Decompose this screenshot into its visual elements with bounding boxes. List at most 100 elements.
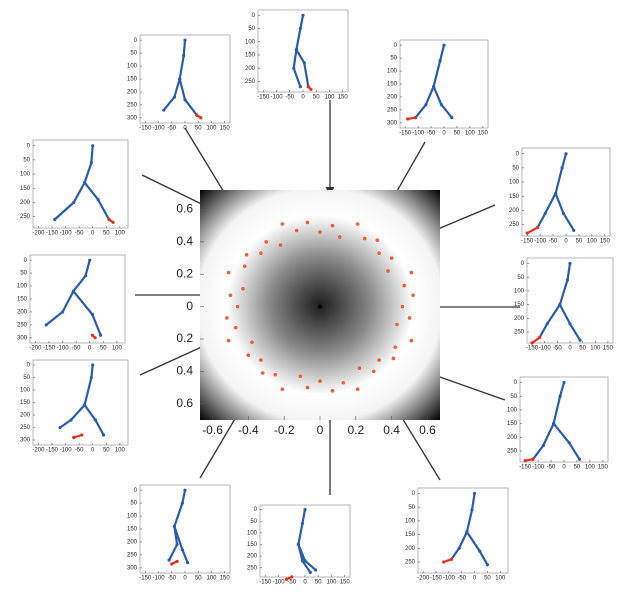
scatter-point [318, 230, 322, 234]
scatter-point [410, 339, 414, 343]
y-tick-label: 50 [23, 375, 30, 381]
x-tick-label: -100 [532, 465, 545, 471]
y-tick-label: 0.2 [176, 331, 193, 345]
x-tick-label: 150 [600, 239, 611, 245]
figure: -0.6-0.4-0.200.20.40.60.60.40.200.20.40.… [0, 0, 621, 602]
y-tick-label: 200 [509, 208, 520, 214]
pose-joint [568, 441, 571, 444]
x-tick-label: -50 [75, 231, 84, 237]
scatter-point [395, 323, 399, 327]
y-tick-label: 0 [514, 380, 518, 386]
x-tick-label: -50 [457, 576, 466, 582]
y-tick-label: 50 [20, 271, 27, 277]
x-tick-label: 0 [301, 95, 305, 101]
x-tick-label: -100 [539, 346, 552, 352]
pose-joint [309, 88, 312, 91]
scatter-point [377, 358, 381, 362]
pose-joint [102, 433, 105, 436]
scatter-point [306, 386, 310, 390]
pose-joint [168, 558, 171, 561]
x-tick-label: -100 [271, 95, 284, 101]
pose-joint [307, 85, 310, 88]
y-tick-label: 100 [514, 288, 525, 294]
pose-joint [442, 44, 445, 47]
pose-joint [578, 458, 581, 461]
x-tick-label: -100 [153, 576, 166, 582]
pose-joint [99, 334, 102, 337]
x-tick-label: -200 [32, 231, 45, 237]
y-tick-label: 300 [127, 565, 138, 571]
pose-joint [538, 336, 541, 339]
y-tick-label: 0.6 [176, 202, 193, 216]
panel-background [418, 488, 508, 573]
x-tick-label: 0 [568, 346, 572, 352]
y-tick-label: 0.6 [176, 396, 193, 410]
y-tick-label: 300 [17, 335, 28, 341]
y-tick-label: 100 [127, 64, 138, 70]
x-tick-label: 50 [313, 95, 320, 101]
scatter-point [386, 269, 390, 273]
y-tick-label: 250 [387, 107, 398, 113]
y-tick-label: 200 [405, 546, 416, 552]
pose-joint [579, 339, 582, 342]
pose-joint [72, 436, 75, 439]
x-tick-label: 50 [195, 576, 202, 582]
pose-joint [299, 85, 302, 88]
x-tick-label: 100 [206, 126, 217, 132]
pose-joint [183, 489, 186, 492]
y-tick-label: 50 [130, 51, 137, 57]
pose-joint [531, 458, 534, 461]
y-tick-label: 150 [127, 77, 138, 83]
y-tick-label: 150 [514, 302, 525, 308]
y-tick-label: 0 [254, 507, 258, 513]
x-tick-label: -100 [60, 231, 73, 237]
x-tick-label: 150 [220, 126, 231, 132]
pose-joint [424, 103, 427, 106]
x-tick-label: -150 [526, 346, 539, 352]
scatter-point [363, 237, 367, 241]
x-tick-label: -0.2 [274, 423, 295, 437]
pose-joint [559, 395, 562, 398]
x-tick-label: -100 [57, 346, 70, 352]
panel-background [522, 148, 610, 236]
y-tick-label: 50 [408, 505, 415, 511]
y-tick-label: 300 [20, 438, 31, 444]
y-tick-label: 50 [248, 26, 255, 32]
y-tick-label: 0 [412, 491, 416, 497]
y-tick-label: 0.4 [176, 364, 193, 378]
x-tick-label: -0.4 [238, 423, 259, 437]
x-tick-label: 150 [340, 580, 351, 586]
y-tick-label: 200 [20, 413, 31, 419]
x-tick-label: 150 [478, 131, 489, 137]
scatter-point [338, 235, 342, 239]
pose-joint [170, 562, 173, 565]
x-tick-label: 50 [103, 448, 110, 454]
pose-joint [178, 77, 181, 80]
x-tick-label: -200 [32, 448, 45, 454]
x-tick-label: 0 [564, 239, 568, 245]
x-tick-label: 100 [115, 231, 126, 237]
x-tick-label: -150 [257, 95, 270, 101]
y-tick-label: 100 [20, 172, 31, 178]
y-tick-label: 200 [20, 200, 31, 206]
panel-background [33, 140, 128, 228]
x-tick-label: -150 [46, 231, 59, 237]
scatter-point [261, 371, 265, 375]
scatter-point [229, 293, 233, 297]
x-tick-label: 0 [303, 580, 307, 586]
y-tick-label: 0 [27, 363, 31, 369]
x-tick-label: -150 [46, 448, 59, 454]
pose-joint [299, 27, 302, 30]
y-tick-label: 150 [387, 82, 398, 88]
x-tick-label: -100 [412, 131, 425, 137]
scatter-point [402, 284, 406, 288]
pose-joint [552, 422, 555, 425]
pose-joint [292, 67, 295, 70]
x-tick-label: -150 [399, 131, 412, 137]
x-tick-label: 150 [338, 95, 349, 101]
x-tick-label: -100 [153, 126, 166, 132]
pose-joint [175, 543, 178, 546]
scatter-point [356, 222, 360, 226]
pose-joint [546, 322, 549, 325]
x-tick-label: -50 [75, 448, 84, 454]
